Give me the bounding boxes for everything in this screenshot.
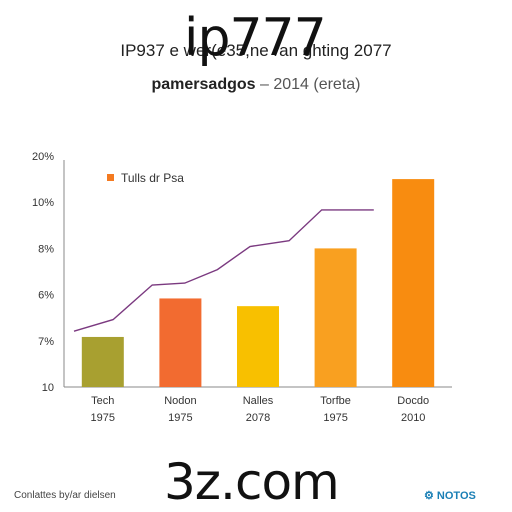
x-axis-labels: Tech 1975 Nodon 1975 Nalles 2078 Torfbe 1975 Doc… [91,395,430,424]
chart-subtitle-main: pamersadgos [152,76,256,93]
y-tick-label: 8% [38,243,54,255]
x-tick-label: Nalles [243,395,274,407]
x-tick-label: Nodon [164,395,196,407]
footer-source: Conlattes by/ar dielsen [14,490,116,501]
x-tick-label: Docdo [397,395,429,407]
chart-subtitle-extra: – 2014 (ereta) [256,76,361,93]
y-tick-label: 6% [38,290,54,302]
trend-line [73,209,374,332]
footer-brand: ⚙ NOTOS [424,490,476,502]
bar-nalles [237,306,279,387]
x-tick-year: 1975 [323,412,347,424]
x-tick-year: 2010 [401,412,425,424]
chart-title: IP937 e wer(e35,ne ran ghting 2077 [120,41,391,60]
y-tick-label: 20% [32,151,54,163]
chart-subtitle: pamersadgos – 2014 (ereta) [152,76,361,93]
x-tick-year: 2078 [246,412,270,424]
y-tick-label: 10 [42,382,54,394]
watermark-top: ip777 [184,8,327,68]
watermark-bottom: 3z.com [164,453,340,511]
bar-docdo [392,179,435,387]
legend-label: Tulls dr Psa [121,171,184,185]
y-tick-label: 7% [38,336,54,348]
y-tick-label: 10% [32,197,54,209]
x-tick-label: Torfbe [320,395,351,407]
x-tick-year: 1975 [168,412,192,424]
bar-tech [81,336,124,387]
x-tick-year: 1975 [91,412,115,424]
legend-swatch [107,174,114,181]
y-axis-ticks: 10 7% 6% 8% 10% 20% [32,151,54,394]
bar-torfbe [314,248,357,387]
bar-nodon [159,298,202,387]
trend-line-group [73,209,374,332]
x-tick-label: Tech [91,395,114,407]
bars [81,179,435,387]
